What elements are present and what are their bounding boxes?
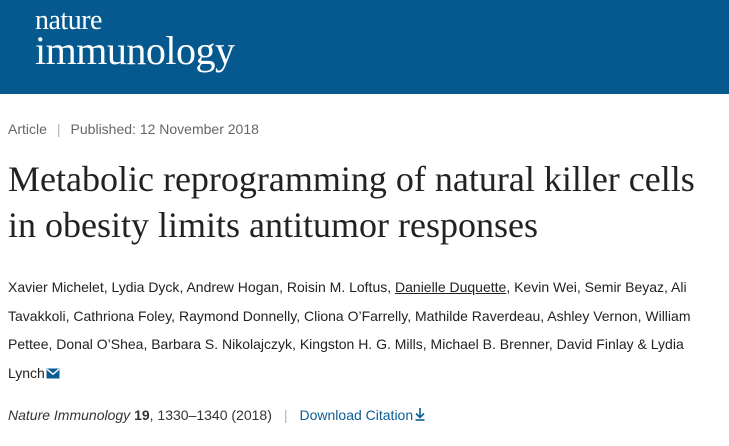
author-link[interactable]: Barbara S. Nikolajczyk: [151, 336, 293, 352]
author-link[interactable]: Raymond Donnelly: [178, 307, 297, 324]
article-type: Article: [8, 121, 47, 137]
published-date: Published: 12 November 2018: [70, 121, 259, 137]
author-link[interactable]: Kingston H. G. Mills: [299, 336, 423, 352]
download-arrow-icon: [415, 408, 425, 421]
author-link[interactable]: Semir Beyaz: [584, 279, 665, 295]
author-link[interactable]: Kevin Wei: [514, 279, 577, 295]
citation-pages-year: , 1330–1340 (2018): [149, 407, 272, 423]
article-meta: Article | Published: 12 November 2018: [8, 121, 259, 137]
author-link[interactable]: Ashley Vernon: [547, 307, 638, 324]
author-link[interactable]: Ali Tavakkoli: [8, 279, 687, 324]
download-citation-link[interactable]: Download Citation: [300, 407, 426, 423]
author-link-corresponding[interactable]: Lydia Lynch: [8, 336, 684, 381]
author-link[interactable]: Donal O’Shea: [56, 336, 144, 352]
author-link[interactable]: Lydia Dyck: [111, 279, 180, 295]
author-link[interactable]: William Pettee: [8, 307, 691, 353]
citation-separator: |: [283, 407, 288, 423]
author-link[interactable]: Michael B. Brenner: [430, 336, 549, 352]
author-link[interactable]: Xavier Michelet: [8, 279, 104, 295]
author-link[interactable]: David Finlay: [556, 336, 634, 352]
meta-separator: |: [56, 121, 61, 137]
citation-journal: Nature Immunology: [8, 407, 131, 423]
citation-line: Nature Immunology 19, 1330–1340 (2018) | D…: [8, 407, 425, 423]
author-link[interactable]: Cathriona Foley: [73, 307, 172, 324]
citation-volume: 19: [134, 407, 150, 423]
author-link[interactable]: Roisin M. Loftus: [286, 279, 388, 295]
author-list: Xavier Michelet, Lydia Dyck, Andrew Hoga…: [8, 279, 691, 381]
article-title: Metabolic reprogramming of natural kille…: [8, 159, 695, 245]
logo-nature-text: nature: [35, 5, 102, 36]
journal-logo[interactable]: nature immunology: [35, 5, 235, 73]
envelope-icon[interactable]: [46, 368, 60, 379]
author-link[interactable]: Cliona O’Farrelly: [303, 307, 408, 324]
author-link[interactable]: Andrew Hogan: [186, 279, 280, 295]
author-link[interactable]: Danielle Duquette: [395, 279, 507, 295]
journal-header: nature immunology: [0, 0, 729, 94]
download-citation-label: Download Citation: [299, 407, 414, 423]
logo-immunology-text: immunology: [35, 28, 235, 73]
author-link[interactable]: Mathilde Raverdeau: [414, 307, 541, 324]
author-joiner: &: [637, 336, 647, 352]
